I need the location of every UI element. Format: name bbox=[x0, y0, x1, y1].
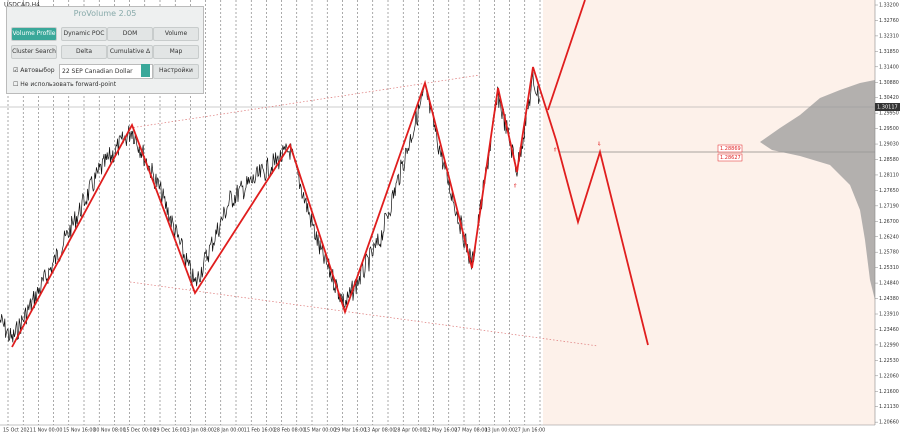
price-labels: 1.33200 1.32760 1.32310 1.31850 1.31400 1.308… bbox=[875, 3, 899, 426]
panel-title: ProVolume 2.05 bbox=[73, 9, 137, 18]
auto-checkbox[interactable]: ☑ Автовыбор bbox=[13, 67, 55, 74]
price-label: 1.21600 bbox=[879, 389, 899, 395]
arrow-mark: ⇑ bbox=[553, 147, 558, 154]
time-label: 1 Nov 00:00 bbox=[33, 428, 62, 434]
price-label: 1.24380 bbox=[879, 296, 899, 302]
time-label: 28 Jan 00:00 bbox=[214, 428, 244, 434]
price-label: 1.28580 bbox=[879, 157, 899, 163]
price-label: 1.23460 bbox=[879, 327, 899, 333]
time-label: 27 May 08:00 bbox=[455, 428, 488, 434]
price-label: 1.20660 bbox=[879, 420, 899, 426]
settings-button[interactable]: Настройки bbox=[153, 64, 199, 79]
price-label: 1.25310 bbox=[879, 265, 899, 271]
time-label: 13 Apr 08:00 bbox=[364, 428, 395, 434]
price-label: 1.27190 bbox=[879, 203, 899, 209]
wave-forecast bbox=[11, 66, 649, 348]
time-label: 13 Jan 08:00 bbox=[184, 428, 214, 434]
wave-alt bbox=[547, 0, 586, 111]
price-label: 1.22530 bbox=[879, 358, 899, 364]
button[interactable]: Dynamic POC bbox=[61, 27, 107, 41]
auto-label: Автовыбор bbox=[20, 67, 55, 74]
button[interactable]: Cluster Search bbox=[11, 45, 57, 59]
price-bars bbox=[0, 72, 540, 343]
price-label: 1.32760 bbox=[879, 18, 899, 24]
price-axis bbox=[875, 0, 900, 435]
level-label: 1.28869 bbox=[720, 146, 741, 152]
price-label: 1.22990 bbox=[879, 342, 899, 348]
time-label: 28 Apr 00:00 bbox=[394, 428, 425, 434]
price-label: 1.26700 bbox=[879, 219, 899, 225]
level-box bbox=[717, 153, 743, 162]
provolume-panel: ProVolume 2.05 Volume Profile Dynamic PO… bbox=[6, 6, 204, 94]
time-label: 27 Jun 16:00 bbox=[515, 428, 545, 434]
price-label: 1.29030 bbox=[879, 142, 899, 148]
button[interactable]: Volume Profile bbox=[11, 27, 57, 41]
arrow-mark: ⇑ bbox=[513, 183, 518, 190]
level-box bbox=[717, 144, 743, 153]
price-label: 1.31400 bbox=[879, 64, 899, 70]
time-label: 15 Dec 00:00 bbox=[123, 428, 155, 434]
time-label: 29 Dec 16:00 bbox=[154, 428, 186, 434]
level-label: 1.28627 bbox=[720, 155, 741, 161]
forward-label: Не использовать forward-point bbox=[20, 81, 117, 88]
time-label: 13 Jun 00:00 bbox=[485, 428, 515, 434]
button[interactable]: Volume bbox=[153, 27, 199, 41]
price-label: 1.23910 bbox=[879, 312, 899, 318]
price-label: 1.24840 bbox=[879, 281, 899, 287]
time-label: 12 May 16:00 bbox=[424, 428, 457, 434]
price-label: 1.25780 bbox=[879, 250, 899, 256]
time-label: 15 Mar 00:00 bbox=[304, 428, 336, 434]
time-label: 29 Mar 16:00 bbox=[334, 428, 366, 434]
price-label: 1.29950 bbox=[879, 111, 899, 117]
price-label: 1.31850 bbox=[879, 49, 899, 55]
price-label: 1.30420 bbox=[879, 95, 899, 101]
current-price-box bbox=[875, 103, 900, 111]
price-label: 1.26240 bbox=[879, 234, 899, 240]
select-arrow[interactable] bbox=[141, 64, 150, 77]
price-label: 1.33200 bbox=[879, 3, 899, 9]
price-label: 1.22060 bbox=[879, 373, 899, 379]
price-label: 1.29500 bbox=[879, 126, 899, 132]
time-label: 30 Nov 08:00 bbox=[93, 428, 125, 434]
button[interactable]: Map bbox=[153, 45, 199, 59]
button[interactable]: DOM bbox=[107, 27, 153, 41]
arrow-mark: ⇓ bbox=[597, 141, 602, 148]
forecast-zone bbox=[543, 0, 875, 425]
price-label: 1.28110 bbox=[879, 172, 899, 178]
volume-profile bbox=[760, 80, 875, 300]
price-label: 1.30880 bbox=[879, 80, 899, 86]
time-label: 28 Feb 08:00 bbox=[274, 428, 305, 434]
price-label: 1.27650 bbox=[879, 188, 899, 194]
button[interactable]: Cumulative Δ bbox=[107, 45, 153, 59]
time-label: 11 Feb 16:00 bbox=[244, 428, 275, 434]
symbol: USDCAD,H4 bbox=[4, 2, 40, 9]
current-price: 1.30117 bbox=[877, 105, 898, 111]
time-label: 15 Nov 16:00 bbox=[63, 428, 95, 434]
forward-checkbox[interactable]: ☐ Не использовать forward-point bbox=[13, 81, 117, 88]
price-label: 1.32310 bbox=[879, 33, 899, 39]
button[interactable]: Delta bbox=[61, 45, 107, 59]
instrument-select[interactable]: 22 SEP Canadian Dollar bbox=[59, 64, 153, 79]
price-label: 1.21130 bbox=[879, 404, 899, 410]
time-label: 15 Oct 2021 bbox=[3, 428, 33, 434]
channel-upper bbox=[129, 74, 481, 129]
